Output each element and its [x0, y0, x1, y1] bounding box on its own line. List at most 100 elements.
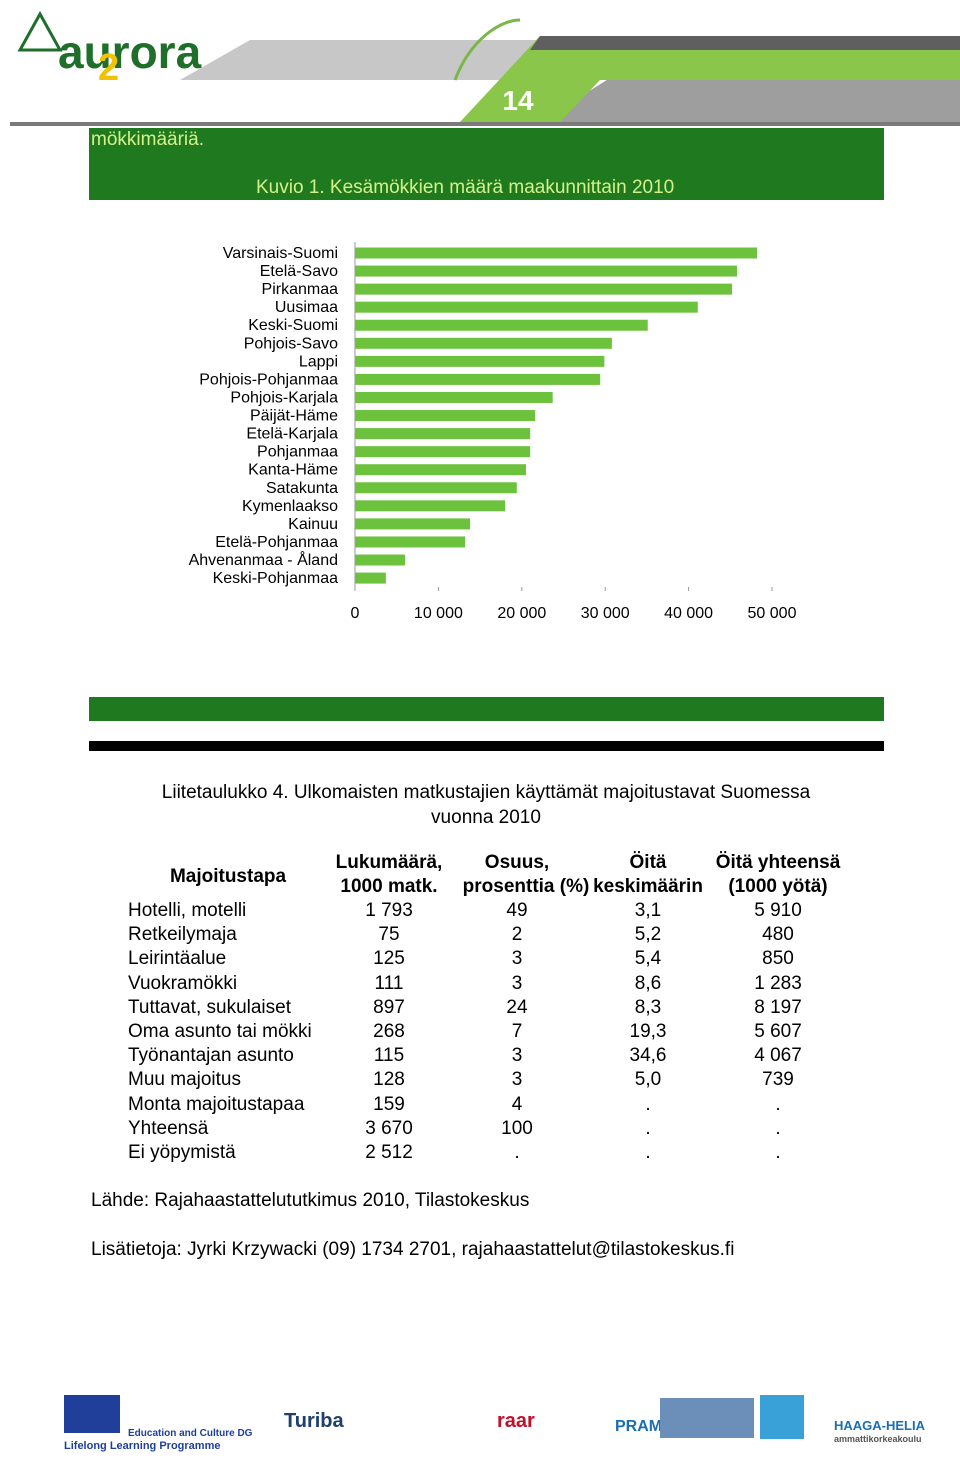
green-bar — [89, 128, 884, 200]
eu-flag — [64, 1395, 120, 1433]
bar — [355, 355, 605, 367]
logo-text: ammattikorkeakoulu — [834, 1434, 922, 1444]
bar — [355, 464, 526, 476]
cell: 5 607 — [754, 1021, 802, 1042]
cell: . — [645, 1117, 651, 1139]
table-title-line: Liitetaulukko 4. Ulkomaisten matkustajie… — [161, 782, 811, 803]
cell: 2 512 — [365, 1142, 413, 1163]
bar — [355, 301, 698, 313]
column-header: prosenttia (%) — [462, 876, 590, 897]
y-tick-label: Etelä-Pohjanmaa — [215, 534, 338, 551]
cell: 111 — [374, 972, 404, 994]
row-label: Monta majoitustapaa — [128, 1093, 305, 1115]
bar — [355, 247, 757, 259]
cell: 480 — [762, 924, 794, 946]
cell: 100 — [501, 1117, 533, 1139]
bar — [355, 572, 386, 584]
row-label: Oma asunto tai mökki — [128, 1021, 312, 1042]
column-header: Osuus, — [484, 852, 550, 873]
logo: aurora — [58, 26, 202, 78]
x-tick-label: 10 000 — [414, 605, 463, 622]
cell: 75 — [378, 924, 400, 946]
source: Lähde: Rajahaastattelututkimus 2010, Til… — [91, 1190, 530, 1211]
logo-text: Lifelong Learning Programme — [64, 1440, 221, 1452]
bar — [355, 373, 601, 385]
y-tick-label: Etelä-Savo — [260, 263, 338, 280]
column-header: Öitä yhteensä — [715, 852, 841, 873]
y-tick-label: Pohjois-Pohjanmaa — [199, 371, 338, 388]
cell: 5,2 — [634, 924, 662, 946]
cell: 49 — [506, 900, 528, 921]
bar — [355, 265, 737, 277]
bar — [355, 410, 536, 422]
bar — [355, 283, 732, 295]
cell: 8,6 — [634, 972, 662, 994]
cell: 8,3 — [634, 996, 662, 1018]
y-tick-label: Pirkanmaa — [262, 281, 339, 298]
cell: 897 — [373, 996, 405, 1018]
bar — [355, 337, 612, 349]
row-label: Työnantajan asunto — [128, 1045, 294, 1067]
bar — [355, 536, 466, 548]
row-label: Leirintäalue — [128, 948, 227, 970]
y-tick-label: Satakunta — [266, 480, 338, 497]
y-tick-label: Varsinais-Suomi — [223, 245, 338, 262]
logo-text: Turiba — [284, 1410, 344, 1432]
x-tick-label: 30 000 — [581, 605, 630, 622]
intro-fragment: mökkimääriä. — [91, 129, 204, 150]
row-label: Hotelli, motelli — [128, 900, 247, 921]
cell: 2 — [511, 924, 523, 946]
page-number: 14 — [502, 85, 534, 116]
cell: 4 067 — [754, 1045, 802, 1067]
cell: 850 — [762, 948, 794, 970]
logo-text: HAAGA-HELIA — [834, 1418, 925, 1433]
cell: 1 283 — [754, 972, 802, 994]
logo-text: raar — [497, 1410, 535, 1432]
logo-box — [760, 1395, 804, 1439]
row-label: Tuttavat, sukulaiset — [128, 996, 291, 1018]
y-tick-label: Pohjois-Savo — [244, 335, 338, 352]
y-tick-label: Kymenlaakso — [242, 498, 338, 515]
cell: 5,4 — [634, 948, 662, 970]
cell: 128 — [373, 1069, 405, 1091]
x-tick-label: 40 000 — [664, 605, 713, 622]
cell: 4 — [511, 1093, 523, 1115]
x-tick-label: 20 000 — [497, 605, 546, 622]
cell: 24 — [506, 996, 528, 1018]
bar — [355, 500, 506, 512]
table-title-line: vuonna 2010 — [431, 807, 541, 828]
cell: 3 670 — [365, 1117, 413, 1139]
cell: . — [645, 1142, 651, 1163]
black-rule — [89, 741, 884, 751]
bar — [355, 446, 531, 458]
bar — [355, 518, 471, 530]
y-tick-label: Pohjanmaa — [257, 444, 338, 461]
y-tick-label: Ahvenanmaa - Åland — [189, 550, 338, 569]
x-tick-label: 50 000 — [748, 605, 797, 622]
cell: 8 197 — [754, 996, 802, 1018]
row-label: Ei yöpymistä — [128, 1142, 236, 1163]
bar — [355, 428, 531, 440]
cell: 3,1 — [634, 900, 662, 921]
row-label: Yhteensä — [128, 1117, 209, 1139]
column-header: (1000 yötä) — [728, 876, 828, 897]
cell: 5 910 — [754, 900, 802, 921]
chart: Varsinais-SuomiEtelä-SavoPirkanmaaUusima… — [189, 242, 797, 622]
chart-title: Kuvio 1. Kesämökkien määrä maakunnittain… — [256, 177, 675, 198]
y-tick-label: Keski-Pohjanmaa — [213, 570, 339, 587]
cell: . — [514, 1142, 520, 1163]
logo-box — [660, 1398, 754, 1438]
logo-number: 2 — [98, 47, 119, 89]
y-tick-label: Päijät-Häme — [250, 408, 338, 425]
column-header: Lukumäärä, — [335, 852, 443, 873]
cell: 268 — [373, 1021, 405, 1042]
cell: 19,3 — [629, 1021, 667, 1042]
row-label: Vuokramökki — [128, 972, 238, 994]
y-tick-label: Pohjois-Karjala — [230, 389, 338, 406]
bar — [355, 482, 517, 494]
y-tick-label: Etelä-Karjala — [246, 426, 338, 443]
bar — [355, 554, 406, 566]
table-title: Liitetaulukko 4. Ulkomaisten matkustajie… — [162, 780, 810, 830]
column-header: 1000 matk. — [340, 876, 438, 897]
